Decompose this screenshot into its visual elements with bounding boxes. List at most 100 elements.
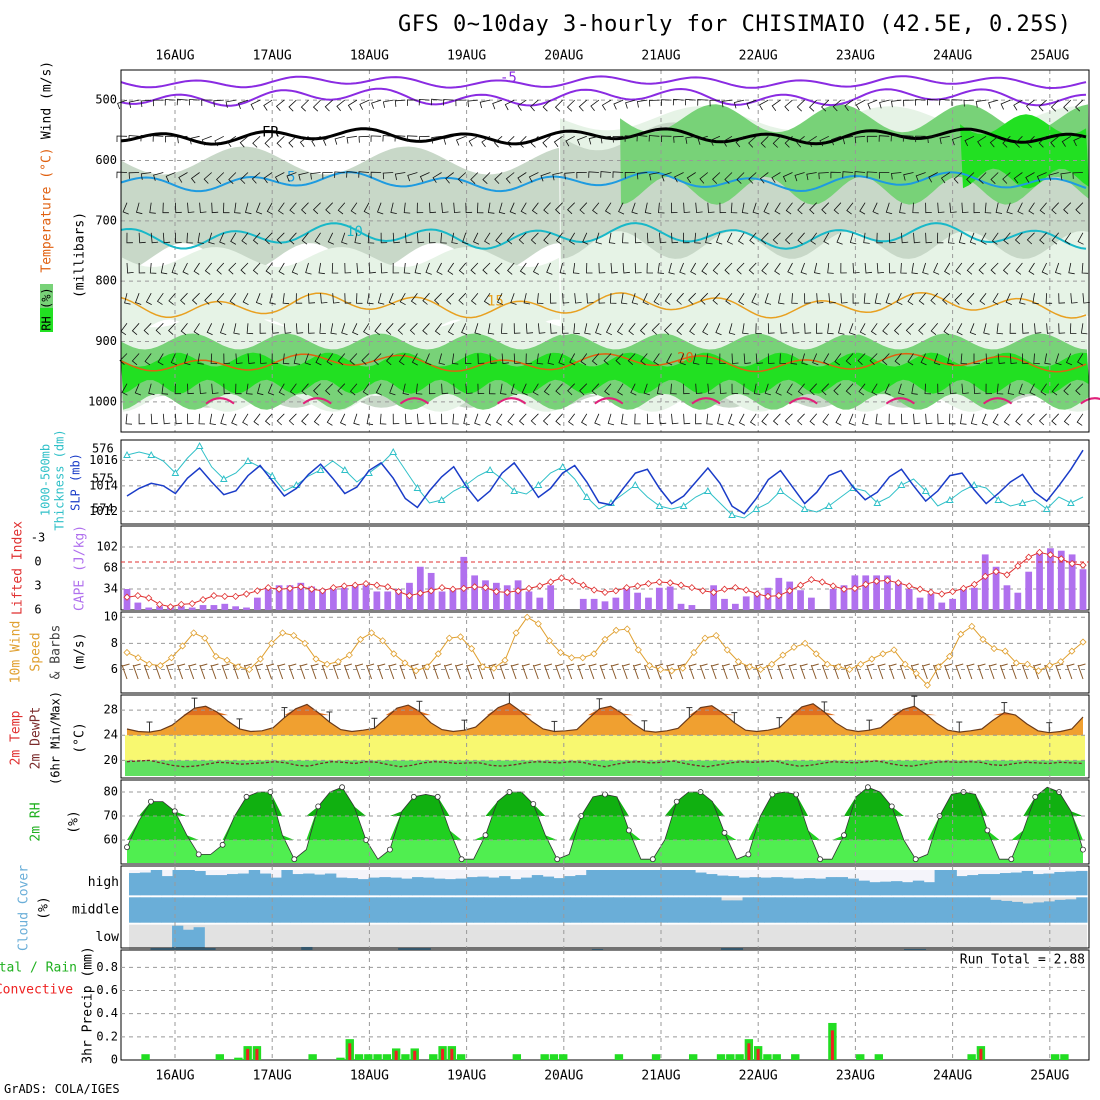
- dewpoint-line: [126, 759, 1084, 768]
- wind-barb: [751, 293, 758, 305]
- wind-barb: [741, 202, 749, 214]
- wind10-marker: [890, 646, 898, 654]
- wind-barb: [1039, 202, 1047, 215]
- wind-barb: [656, 383, 664, 395]
- lifted-index-marker: [264, 584, 272, 592]
- wind10-barb: [443, 663, 453, 680]
- wind-barb: [767, 353, 775, 364]
- wind-barb: [465, 383, 473, 395]
- wind-barb: [903, 99, 914, 107]
- wind10-tick-label: 10: [104, 610, 118, 624]
- wind-barb: [797, 413, 805, 426]
- wind-barb: [389, 383, 396, 396]
- wind-barb: [668, 262, 675, 275]
- wind-barb: [954, 292, 963, 305]
- wind10-barb: [1010, 663, 1019, 680]
- wind-barb: [234, 202, 241, 214]
- wind-barb: [176, 98, 188, 106]
- cloud-cover-bar: [542, 876, 555, 896]
- wind-barb: [417, 413, 425, 425]
- wind-barb: [771, 99, 781, 111]
- wind-barb: [315, 353, 322, 366]
- cloud-cover-bar: [335, 877, 348, 896]
- cape-bar: [243, 607, 250, 610]
- lifted-index-marker: [1003, 571, 1011, 579]
- wind10-marker: [123, 648, 131, 657]
- lifted-index-marker: [590, 586, 598, 594]
- cloud-cover-bar: [553, 878, 565, 896]
- cloud-cover-bar: [979, 897, 991, 923]
- wind-barb: [634, 413, 641, 425]
- thickness-marker: [970, 480, 978, 488]
- wind-barb: [701, 262, 709, 275]
- wind-barb: [778, 293, 785, 305]
- wind-barb: [507, 413, 515, 426]
- wind-barb: [363, 323, 370, 336]
- wind-barb: [164, 135, 176, 143]
- cloud-cover-bar: [731, 947, 744, 950]
- wind-barb: [350, 202, 358, 215]
- precip-total-bar: [688, 1054, 698, 1060]
- wind-barb: [517, 99, 527, 111]
- thickness-marker: [195, 441, 204, 449]
- wind-barb: [140, 172, 152, 180]
- cloud-cover-bar: [914, 948, 927, 950]
- wind-barb: [144, 353, 152, 366]
- lifted-index-tick-label: 3: [34, 579, 41, 593]
- rh2m-tick-label: 60: [104, 833, 118, 847]
- wind-barb: [639, 323, 648, 335]
- wind-barb: [198, 413, 206, 425]
- wind-barb: [591, 383, 600, 396]
- wind-barb: [153, 172, 164, 181]
- wind-barb: [187, 413, 194, 425]
- wind10-marker: [1057, 658, 1065, 666]
- wind-barb: [1063, 413, 1072, 426]
- wind-barb: [814, 262, 821, 275]
- wind-barb: [753, 383, 761, 395]
- precip-convective-bar: [756, 1048, 760, 1060]
- wind-barb: [161, 383, 169, 395]
- cape-bar: [938, 602, 946, 610]
- day-label-bottom: 20AUG: [544, 1069, 583, 1084]
- wind-barb: [275, 99, 285, 112]
- wind-barb: [276, 413, 285, 426]
- wind10-marker: [1046, 661, 1054, 670]
- cape-bar: [156, 606, 163, 610]
- precip-total-bar: [763, 1054, 772, 1060]
- cape-bar: [992, 566, 1000, 610]
- wind-barb: [555, 232, 563, 245]
- wind10-marker: [579, 654, 587, 662]
- wind10-barb: [966, 663, 975, 680]
- wind-barb: [555, 383, 563, 396]
- wind-barb: [521, 383, 528, 396]
- wind-barb: [197, 353, 204, 365]
- wind-barb: [453, 202, 461, 214]
- wind10-barb: [288, 663, 297, 680]
- thickness-marker: [728, 510, 736, 518]
- pressure-tick-label: 700: [95, 213, 117, 227]
- wind-barb: [152, 99, 164, 107]
- wind-barb: [579, 202, 588, 215]
- wind10-barb: [677, 663, 686, 680]
- wind-barb: [903, 172, 914, 181]
- wind-barb: [216, 292, 225, 305]
- wind-barb: [1050, 135, 1059, 148]
- wind-barb: [746, 99, 757, 110]
- rh2m-marker: [434, 793, 441, 800]
- wind-barb: [532, 262, 539, 275]
- wind-barb: [363, 202, 370, 215]
- temperature-contour: [120, 352, 1087, 373]
- cape-bar: [525, 591, 533, 610]
- wind-barb: [900, 262, 907, 274]
- wind-barb: [707, 383, 715, 395]
- wind-barb: [334, 171, 345, 178]
- wind-barb: [150, 232, 159, 244]
- wind-barb: [719, 202, 727, 214]
- cloud-cover-bar: [904, 948, 916, 950]
- wind-barb: [349, 353, 358, 366]
- cape-bar: [916, 597, 924, 610]
- wind-barb: [336, 99, 346, 112]
- wind-barb: [180, 292, 188, 305]
- wind-barb: [1022, 353, 1029, 364]
- cloud-cover-bar: [1054, 872, 1066, 896]
